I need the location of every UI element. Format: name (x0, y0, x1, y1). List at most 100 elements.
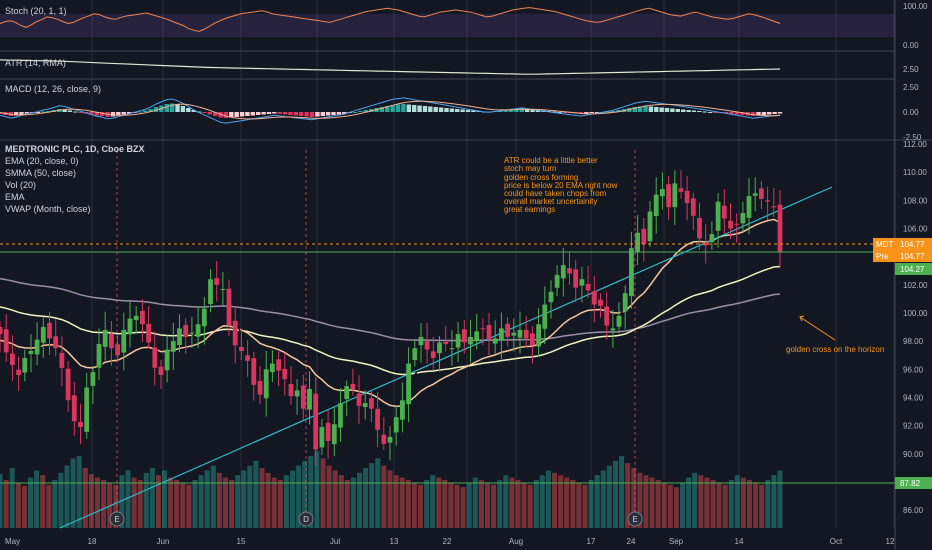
volume-bar (15, 482, 21, 528)
event-marker[interactable]: E (627, 511, 643, 527)
volume-bar (314, 451, 320, 528)
volume-bar (619, 456, 625, 528)
macd-bar (594, 112, 600, 113)
volume-bar (40, 475, 46, 528)
macd-bar (648, 106, 654, 112)
symbol-title: MEDTRONIC PLC, 1D, Cboe BZX (5, 144, 145, 154)
signal-line (0, 100, 781, 120)
macd-bar (73, 111, 78, 113)
macd-bar (110, 112, 116, 117)
macd-bar (551, 111, 557, 113)
candle-body (53, 336, 59, 349)
event-marker-circle (627, 511, 643, 527)
macd-bar (643, 106, 648, 112)
volume-bar (381, 465, 387, 528)
macd-bar (455, 109, 460, 112)
volume-bar (485, 482, 490, 528)
candle-body (344, 386, 350, 400)
volume-bar (497, 480, 503, 528)
price-tag-value: 104.27 (900, 265, 925, 274)
time-axis-label: 17 (587, 537, 596, 546)
candle-body (294, 390, 300, 397)
candle-body (697, 218, 702, 239)
volume-bar (180, 482, 186, 528)
candle-body (721, 205, 727, 219)
volume-bar (296, 465, 302, 528)
candle-body (251, 358, 257, 385)
candle-body (208, 279, 213, 305)
stoch-axis-label: 100.00 (903, 2, 928, 11)
time-axis[interactable]: May 18 Jun 15 Jul 13 22 Aug 17 24 Sep 14 Oct 12 (5, 537, 895, 546)
candle-body (666, 184, 671, 208)
volume-bar (52, 480, 58, 528)
volume-bar (271, 477, 277, 528)
candle-body (542, 304, 548, 329)
candle-body (591, 291, 597, 305)
price-tag-bg (895, 477, 932, 489)
macd-bar (100, 112, 105, 116)
price-axis-label: 86.00 (903, 506, 924, 515)
candle-body (610, 328, 616, 331)
macd-bar (35, 112, 40, 113)
candle-body (517, 329, 523, 338)
annotation-text[interactable]: ATR could be a little better stoch may t… (504, 156, 884, 354)
macd-bar (256, 112, 261, 115)
macd-bar (417, 105, 422, 112)
candle-body (369, 398, 374, 409)
macd-bar (702, 111, 707, 113)
macd-bar (342, 112, 347, 114)
macd-bar (519, 108, 524, 112)
volume-bar (466, 482, 472, 528)
event-marker[interactable]: D (298, 511, 314, 527)
candle-body (47, 322, 52, 339)
macd-bar (525, 109, 530, 112)
macd-bar (385, 106, 390, 112)
candle-body (585, 283, 591, 291)
event-marker[interactable]: E (109, 511, 125, 527)
stoch-band (0, 13, 895, 38)
candle-body (152, 347, 158, 368)
price-tag-bg (895, 238, 932, 250)
candle-body (771, 206, 777, 208)
volume-bar (9, 468, 15, 528)
volume-bar (58, 472, 64, 528)
volume-bar (411, 482, 417, 528)
volume-bar (149, 468, 155, 528)
candle-body (480, 328, 486, 330)
macd-bar (767, 112, 772, 115)
volume-bar (320, 458, 326, 528)
macd-bar (713, 112, 718, 113)
volume-bar (119, 475, 125, 528)
legend-vwap: VWAP (Month, close) (5, 204, 91, 214)
volume-bar (527, 484, 533, 528)
candle-body (709, 234, 715, 243)
annotation-line: great earnings (504, 205, 555, 214)
candle-body (449, 348, 455, 350)
candle-body (579, 279, 585, 286)
candle-body (34, 339, 40, 355)
candle-body (598, 299, 603, 306)
macd-bar (637, 106, 643, 112)
atr-axis-label: 2.50 (903, 65, 919, 74)
price-tag-bg (895, 250, 932, 262)
candle-body (313, 393, 319, 450)
volume-bar (564, 477, 570, 528)
volume-bar (363, 468, 369, 528)
macd-title: MACD (12, 26, close, 9) (5, 84, 101, 94)
macd-bar (508, 109, 514, 112)
volume-bar (3, 480, 9, 528)
candle-body (678, 188, 684, 192)
annotation-line: could have taken chops from (504, 189, 607, 198)
price-tag-value: 104.77 (900, 252, 925, 261)
annotation-arrow[interactable] (799, 316, 836, 341)
volume-bar (247, 465, 253, 528)
macd-bar (632, 107, 637, 112)
volume-bar (259, 468, 265, 528)
volume-bar (265, 472, 271, 528)
volume-bar (722, 484, 728, 528)
candle-body (232, 320, 238, 346)
ema20-line (0, 218, 781, 408)
candle-body (629, 248, 634, 297)
macd-bar (750, 112, 756, 116)
